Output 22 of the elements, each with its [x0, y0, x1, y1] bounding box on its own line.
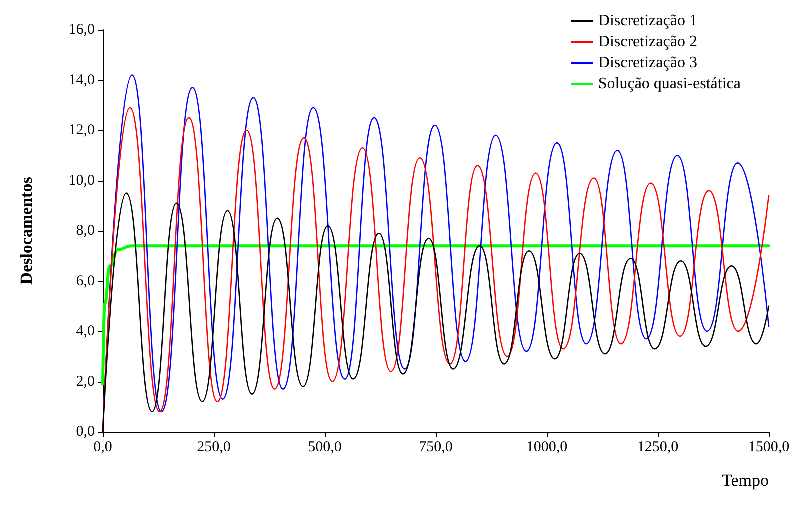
y-axis-title: Deslocamentos	[17, 176, 36, 285]
x-tick-label: 250,0	[197, 440, 231, 456]
y-tick-label: 12,0	[68, 122, 95, 138]
y-tick-label: 6,0	[76, 273, 95, 290]
x-tick-label: 500,0	[308, 440, 342, 456]
legend-label: Discretização 3	[598, 54, 698, 72]
y-tick-label: 0,0	[76, 424, 95, 440]
legend-label: Discretização 1	[598, 12, 698, 30]
y-tick-label: 14,0	[68, 72, 95, 88]
legend-label: Solução quasi-estática	[598, 76, 742, 92]
x-axis-title: Tempo	[722, 471, 769, 490]
y-tick-label: 10,0	[68, 172, 95, 189]
x-tick-label: 1500,0	[748, 440, 790, 456]
y-tick-label: 2,0	[76, 374, 95, 390]
y-tick-label: 8,0	[76, 223, 95, 239]
y-tick-label: 16,0	[68, 22, 95, 38]
legend-label: Discretização 2	[598, 34, 698, 50]
x-tick-label: 750,0	[419, 440, 453, 456]
x-tick-label: 1250,0	[637, 440, 679, 456]
x-tick-label: 0,0	[94, 440, 112, 456]
x-tick-label: 1000,0	[526, 440, 568, 456]
y-tick-label: 4,0	[76, 324, 95, 340]
